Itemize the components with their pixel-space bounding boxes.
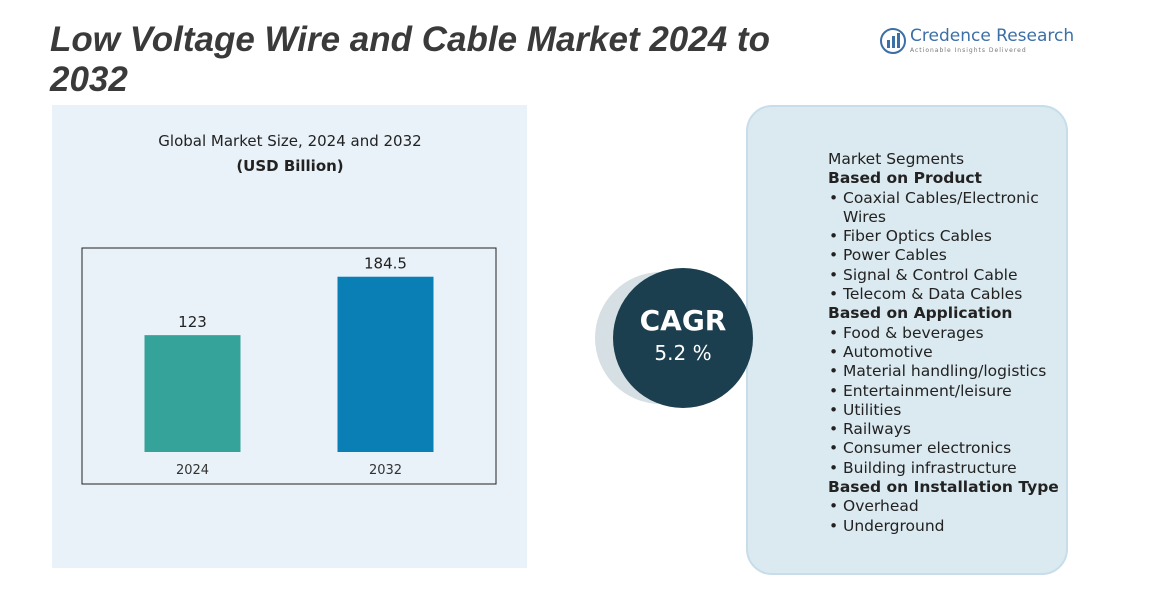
segment-item: Material handling/logistics [829,362,1063,382]
bar [337,276,434,452]
segment-item: Utilities [829,401,1063,421]
cagr-label: CAGR [639,304,727,337]
chart-panel [52,105,527,568]
segment-group-title: Based on Application [828,304,1013,323]
segment-item: Entertainment/leisure [829,382,1063,402]
data-label: 184.5 [364,255,407,273]
segment-group-title: Based on Product [828,169,982,188]
x-tick-label: 2024 [176,463,209,478]
plot-frame [81,247,497,485]
segment-item: Consumer electronics [829,439,1063,459]
logo-tagline: Actionable Insights Delivered [910,47,1027,54]
x-tick-label: 2032 [369,463,402,478]
segment-item: Underground [829,517,1063,537]
segment-item: Automotive [829,343,1063,363]
bar [144,335,241,452]
segment-item: Building infrastructure [829,459,1063,479]
cagr-value: 5.2 % [654,341,712,365]
logo-icon [880,28,906,54]
data-label: 123 [178,313,207,331]
segment-item: Coaxial Cables/Electronic Wires [829,189,1063,228]
cagr-badge: CAGR 5.2 % [613,268,753,408]
segment-item: Power Cables [829,246,1063,266]
segment-item: Telecom & Data Cables [829,285,1063,305]
segment-item: Railways [829,420,1063,440]
segment-group-title: Based on Installation Type [828,478,1059,497]
logo-name: Credence Research [910,26,1075,46]
chart-title: Global Market Size, 2024 and 2032 [158,132,421,150]
segment-item: Overhead [829,497,1063,517]
segment-list: Coaxial Cables/Electronic WiresFiber Opt… [828,189,1063,305]
segment-item: Food & beverages [829,324,1063,344]
segment-item: Signal & Control Cable [829,266,1063,286]
segments-heading: Market Segments [828,150,965,168]
page-title: Low Voltage Wire and Cable Market 2024 t… [50,20,770,99]
segment-item: Fiber Optics Cables [829,227,1063,247]
segment-list: Food & beveragesAutomotiveMaterial handl… [828,324,1063,479]
chart-subtitle: (USD Billion) [236,157,343,175]
segment-list: OverheadUnderground [828,497,1063,536]
